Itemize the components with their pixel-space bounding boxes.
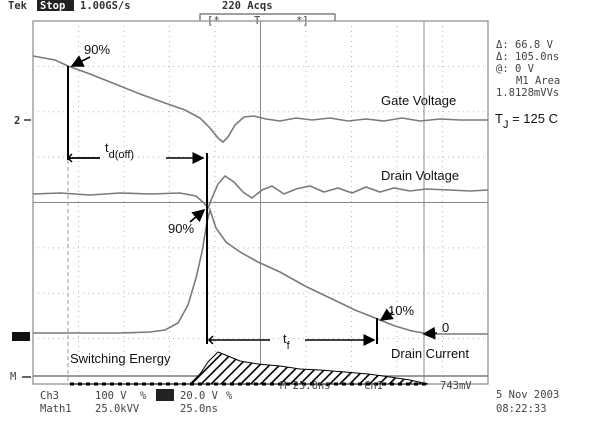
footer-date: 5 Nov 2003 [496, 389, 559, 401]
readout-measure-value: 1.8128mVVs [496, 87, 559, 99]
pointer-arrows [70, 55, 438, 340]
label-drain-voltage: Drain Voltage [381, 168, 459, 183]
tf-dimension [207, 334, 376, 346]
scope-header: Tek Stop 1.00GS/s 220 Acqs [* T *] [8, 0, 336, 27]
readout-delta-voltage: Δ: 66.8 V [496, 39, 554, 51]
scope-footer: Ch3 100 V % 20.0 V % M 25.0ns Ch1 743mV … [40, 380, 559, 415]
arrow-10pct [379, 308, 394, 321]
cursor-lines [67, 66, 378, 344]
drain-voltage-trace [32, 174, 489, 210]
td-off-dimension [66, 152, 205, 164]
channel-3-marker [12, 332, 30, 341]
footer-timebase: M 25.0ns [280, 380, 331, 392]
label-zero: 0 [442, 320, 449, 335]
footer-ch3-scale: 100 V [95, 390, 127, 402]
mode-badge: Stop [40, 0, 65, 12]
record-bracket [199, 13, 336, 21]
label-junction-temp: TJ = 125 C [495, 111, 558, 131]
graticule [32, 20, 489, 385]
measurement-readout: Δ: 66.8 V Δ: 105.0ns @: 0 V M1 Area 1.81… [496, 39, 560, 99]
label-td-off: td(off) [105, 140, 134, 161]
footer-math-scale: 25.0kVV [95, 403, 140, 415]
footer-ch4-unit: % [226, 390, 233, 402]
label-gate-voltage: Gate Voltage [381, 93, 456, 108]
readout-cursor-level: @: 0 V [496, 63, 535, 75]
arrow-90pct-drain [189, 208, 206, 223]
footer-math-label: Math1 [40, 403, 72, 415]
footer-trigger-channel: Ch1 [364, 380, 383, 392]
footer-trigger-level: 743mV [440, 380, 472, 392]
label-switching-energy: Switching Energy [70, 351, 171, 366]
brand-label: Tek [8, 0, 28, 12]
channel-markers: 2 M [10, 115, 31, 383]
label-tf: tf [283, 331, 291, 352]
math-marker: M [10, 371, 16, 383]
readout-measure-name: M1 Area [516, 75, 560, 87]
annotation-labels: 90% 90% 10% 0 td(off) tf Gate Voltage Dr… [70, 42, 558, 366]
footer-ch3-label: Ch3 [40, 390, 59, 402]
label-90pct-drain: 90% [168, 221, 194, 236]
channel-2-marker: 2 [14, 115, 20, 127]
arrow-90pct-gate [70, 55, 91, 67]
label-90pct-gate: 90% [84, 42, 110, 57]
mode-badge-bg [37, 0, 74, 11]
readout-delta-time: Δ: 105.0ns [496, 51, 559, 63]
footer-ch4-scale: 20.0 V [180, 390, 219, 402]
switching-energy-area [70, 351, 429, 385]
label-drain-current: Drain Current [391, 346, 469, 361]
sample-rate: 1.00GS/s [80, 0, 131, 12]
acquisition-count: 220 Acqs [222, 0, 273, 12]
footer-ch4-badge [156, 389, 174, 401]
gate-voltage-trace [32, 55, 488, 144]
label-10pct: 10% [388, 303, 414, 318]
footer-ch3-unit: % [140, 390, 147, 402]
footer-math-time: 25.0ns [180, 403, 218, 415]
footer-time: 08:22:33 [496, 403, 547, 415]
arrow-zero [422, 326, 438, 340]
